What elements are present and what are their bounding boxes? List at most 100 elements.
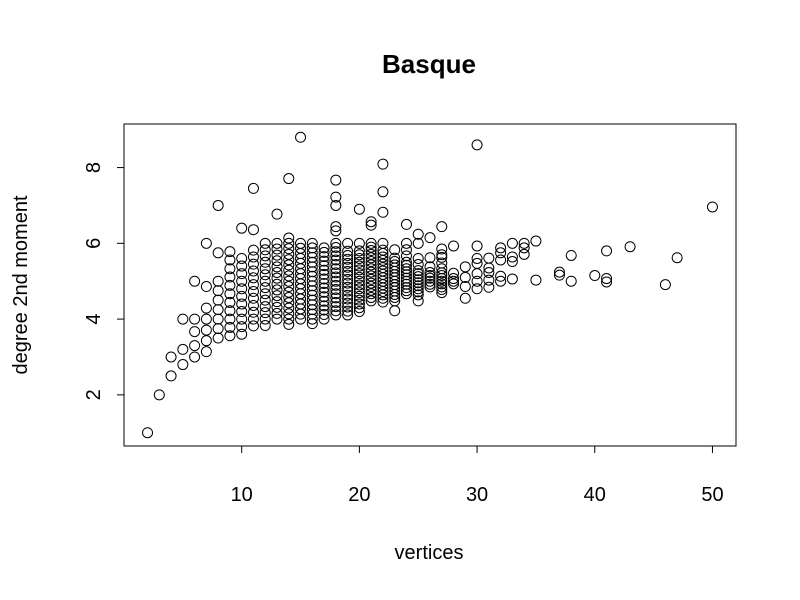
scatter-point — [259, 263, 271, 275]
scatter-point — [342, 257, 354, 269]
x-axis: 10 20 30 40 50 — [231, 445, 724, 506]
scatter-point — [318, 260, 330, 272]
scatter-point — [247, 292, 259, 304]
scatter-point — [377, 244, 389, 256]
scatter-point — [483, 252, 495, 264]
scatter-point — [365, 288, 377, 300]
scatter-point — [506, 251, 518, 263]
scatter-point — [259, 237, 271, 249]
scatter-point — [271, 208, 283, 220]
x-tick-label: 50 — [701, 484, 723, 506]
scatter-point — [283, 248, 295, 260]
scatter-point — [247, 320, 259, 332]
scatter-point — [200, 313, 212, 325]
scatter-point — [495, 270, 507, 282]
scatter-point — [259, 294, 271, 306]
scatter-point — [353, 275, 365, 287]
scatter-point — [283, 313, 295, 325]
chart-title: Basque — [382, 49, 476, 79]
scatter-point — [259, 244, 271, 256]
scatter-point — [424, 275, 436, 287]
scatter-point — [283, 281, 295, 293]
scatter-point — [365, 266, 377, 278]
scatter-point — [306, 280, 318, 292]
scatter-point — [436, 284, 448, 296]
scatter-point — [353, 290, 365, 302]
scatter-point — [318, 277, 330, 289]
scatter-point — [459, 261, 471, 273]
scatter-point — [306, 285, 318, 297]
scatter-point — [212, 275, 224, 287]
scatter-point — [436, 251, 448, 263]
scatter-point — [601, 273, 613, 285]
scatter-point — [318, 291, 330, 303]
scatter-point — [153, 389, 165, 401]
scatter-point — [436, 257, 448, 269]
scatter-point — [224, 321, 236, 333]
scatter-point — [365, 259, 377, 271]
scatter-point — [247, 224, 259, 236]
scatter-point — [471, 240, 483, 252]
scatter-point — [342, 289, 354, 301]
scatter-point — [236, 260, 248, 272]
scatter-point — [424, 270, 436, 282]
scatter-point — [330, 246, 342, 258]
scatter-point — [495, 275, 507, 287]
scatter-point — [224, 305, 236, 317]
scatter-point — [436, 243, 448, 255]
scatter-point — [412, 252, 424, 264]
scatter-point — [200, 237, 212, 249]
scatter-point — [330, 279, 342, 291]
scatter-point — [330, 271, 342, 283]
scatter-point — [412, 274, 424, 286]
scatter-point — [247, 285, 259, 297]
scatter-point — [306, 304, 318, 316]
scatter-point — [212, 285, 224, 297]
scatter-point — [247, 244, 259, 256]
scatter-point — [271, 272, 283, 284]
scatter-point — [353, 249, 365, 261]
scatter-point — [306, 299, 318, 311]
scatter-point — [365, 281, 377, 293]
scatter-point — [259, 301, 271, 313]
scatter-point — [306, 308, 318, 320]
scatter-point — [259, 250, 271, 262]
scatter-point — [318, 300, 330, 312]
scatter-point — [200, 335, 212, 347]
scatter-point — [259, 288, 271, 300]
scatter-point — [471, 252, 483, 264]
scatter-point — [342, 297, 354, 309]
scatter-point — [671, 252, 683, 264]
scatter-point — [365, 237, 377, 249]
scatter-point — [400, 237, 412, 249]
scatter-point — [400, 256, 412, 268]
scatter-point — [365, 295, 377, 307]
scatter-point — [412, 228, 424, 240]
scatter-point — [353, 268, 365, 280]
scatter-point — [306, 251, 318, 263]
scatter-point — [436, 270, 448, 282]
scatter-point — [365, 284, 377, 296]
scatter-point — [271, 313, 283, 325]
scatter-point — [400, 288, 412, 300]
scatter-point — [330, 292, 342, 304]
scatter-point — [412, 268, 424, 280]
scatter-point — [400, 244, 412, 256]
scatter-point — [330, 199, 342, 211]
scatter-point — [318, 242, 330, 254]
scatter-point — [330, 309, 342, 321]
scatter-point — [506, 273, 518, 285]
scatter-point — [436, 275, 448, 287]
scatter-point — [224, 263, 236, 275]
scatter-point — [412, 265, 424, 277]
scatter-point — [424, 266, 436, 278]
scatter-point — [259, 282, 271, 294]
scatter-point — [377, 158, 389, 170]
scatter-point — [448, 275, 460, 287]
scatter-point — [283, 243, 295, 255]
scatter-point — [330, 237, 342, 249]
scatter-point — [436, 221, 448, 233]
scatter-point — [283, 237, 295, 249]
scatter-point — [142, 427, 154, 439]
